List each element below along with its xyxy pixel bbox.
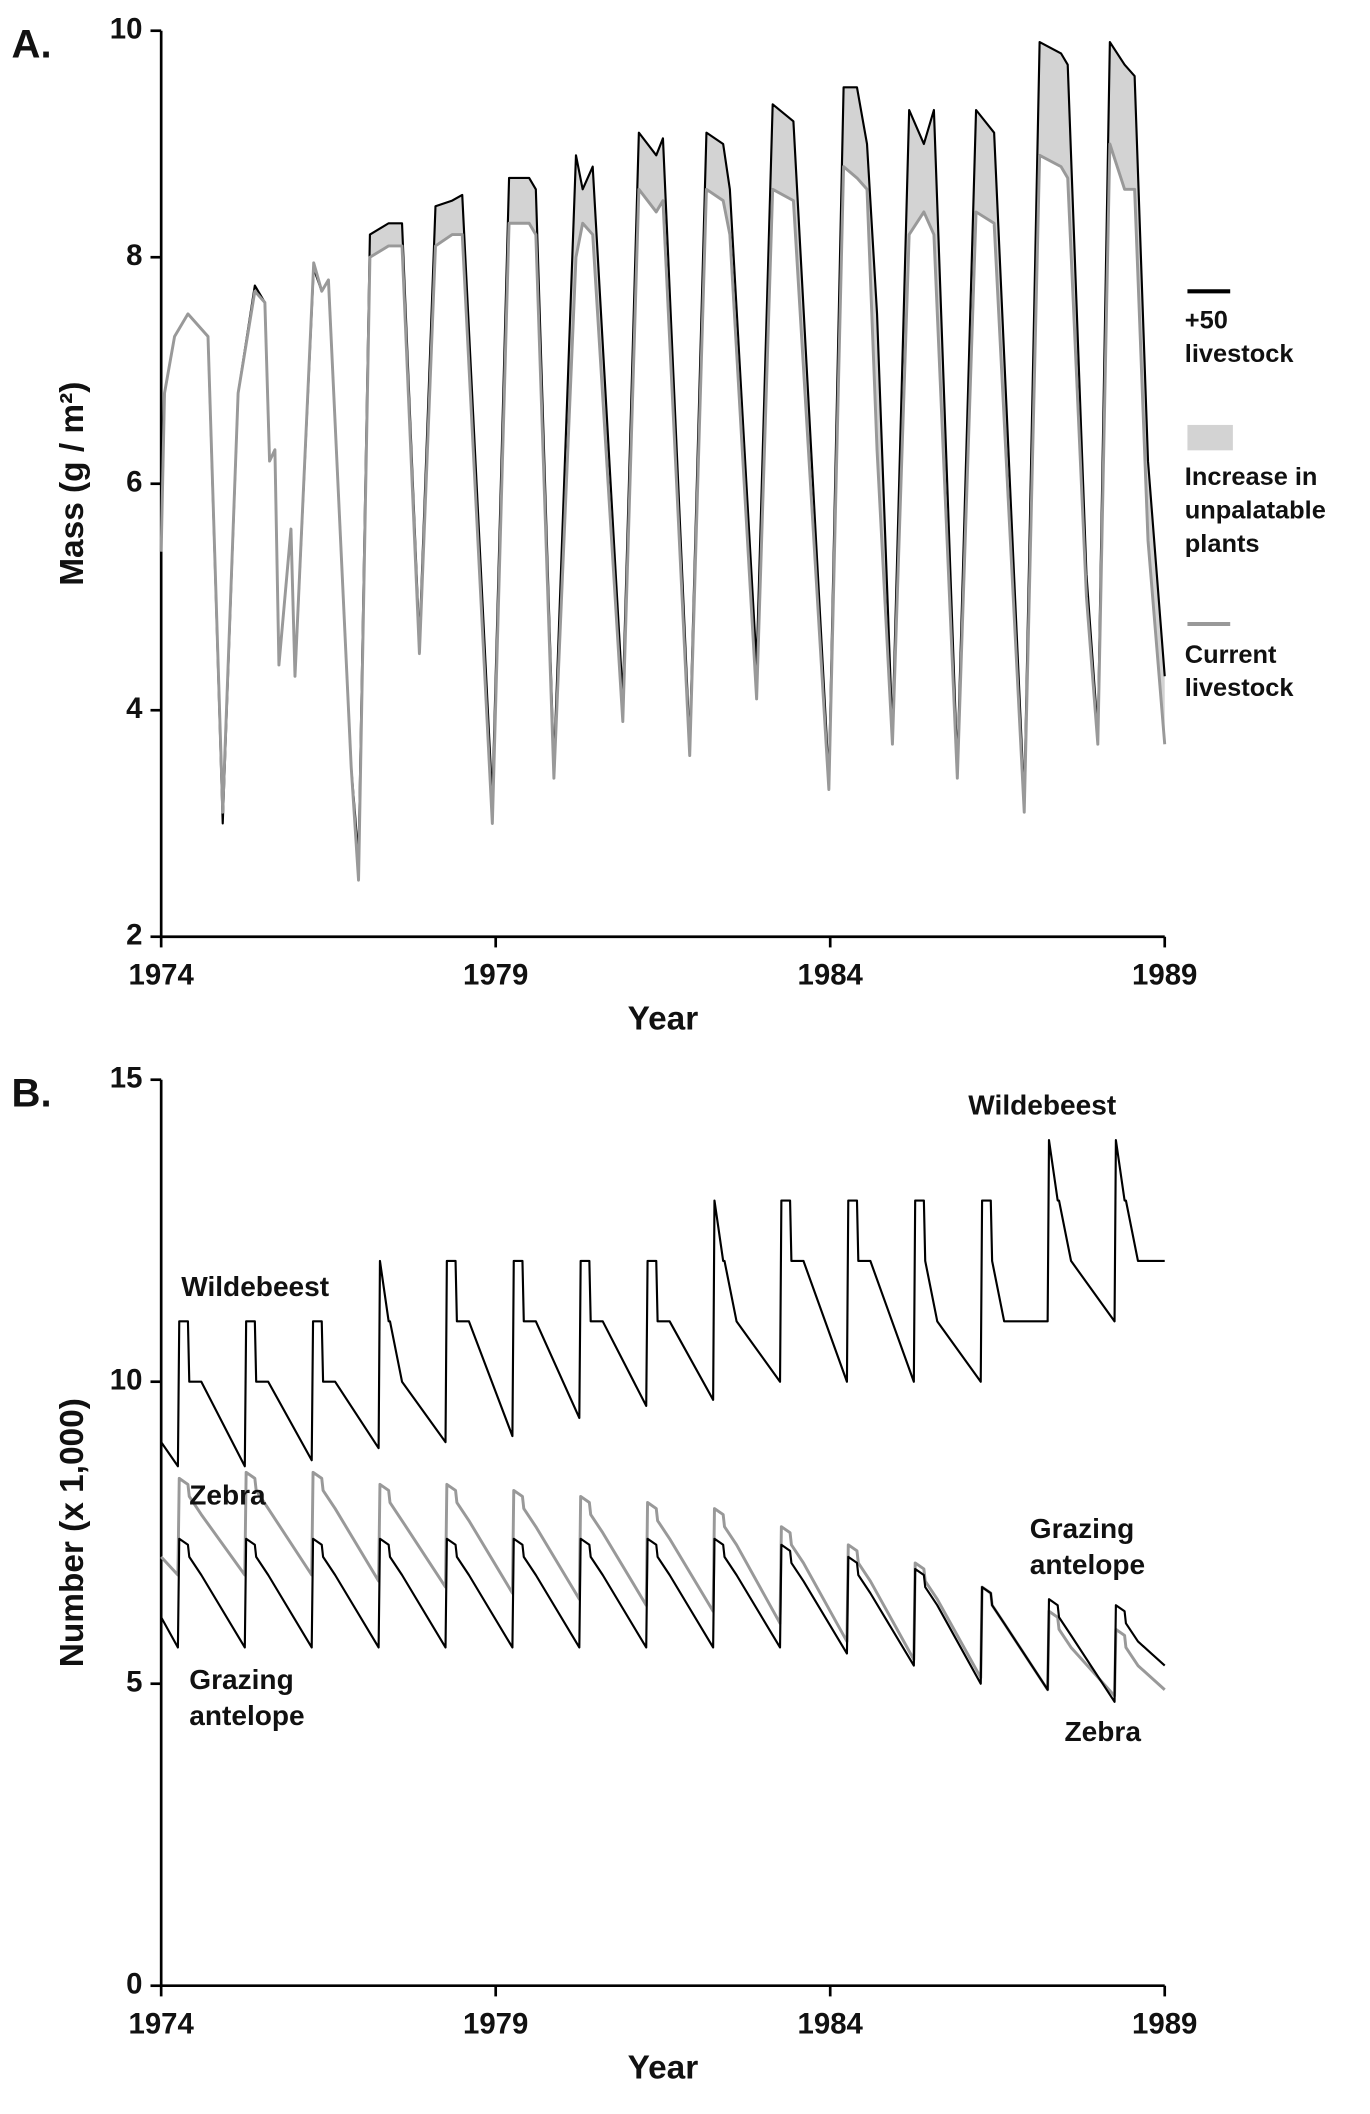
legend-label: Increase in unpalatable plants — [1184, 463, 1326, 559]
annotation-box: Grazing antelope — [189, 1665, 305, 1732]
annotation: Wildebeest — [968, 1090, 1117, 1122]
y-tick-label: 4 — [126, 692, 143, 725]
series-line — [160, 1537, 1166, 1703]
legend-label: +50 livestock — [1184, 307, 1294, 369]
y-tick-label: 5 — [126, 1665, 142, 1698]
y-tick-label: 2 — [126, 919, 142, 952]
x-tick-label: 1979 — [463, 959, 528, 992]
y-tick-label: 15 — [110, 1061, 143, 1094]
annotation-box: Zebra — [1064, 1717, 1141, 1748]
x-tick-label: 1979 — [463, 2008, 528, 2041]
annotation: Zebra — [1064, 1717, 1141, 1748]
annotation: Wildebeest — [181, 1272, 330, 1303]
legend-label-box: +50 livestock — [1184, 307, 1294, 369]
annotation-box: Grazing antelope — [1029, 1514, 1146, 1581]
series-line — [160, 1139, 1165, 1468]
y-tick-label: 8 — [126, 239, 142, 272]
panel-label: A. — [12, 22, 52, 66]
x-tick-label: 1989 — [1132, 2008, 1197, 2041]
legend-swatch — [1187, 424, 1233, 451]
y-tick-label: 10 — [110, 13, 143, 46]
x-tick-label: 1989 — [1132, 959, 1197, 992]
x-tick-label: 1974 — [128, 2008, 194, 2041]
y-axis-title: Number (x 1,000) — [54, 1398, 91, 1667]
x-axis-title: Year — [628, 1001, 699, 1038]
annotation-box: Wildebeest — [968, 1090, 1117, 1122]
x-tick-label: 1984 — [798, 2008, 864, 2041]
legend-label-box: Increase in unpalatable plants — [1184, 463, 1326, 559]
y-axis-title: Mass (g / m²) — [54, 382, 91, 586]
annotation-box: Zebra — [189, 1480, 266, 1512]
y-tick-label: 6 — [126, 466, 142, 499]
annotation: Grazing antelope — [189, 1665, 305, 1732]
annotation: Zebra — [189, 1480, 266, 1512]
annotation-box: Wildebeest — [181, 1272, 330, 1303]
series-line — [159, 142, 1167, 882]
panel-label: B. — [12, 1071, 52, 1115]
legend-label-box: Current livestock — [1184, 641, 1294, 703]
y-tick-label: 10 — [110, 1363, 143, 1396]
annotation: Grazing antelope — [1029, 1514, 1146, 1581]
y-tick-label: 0 — [126, 1967, 142, 2000]
x-tick-label: 1974 — [128, 959, 194, 992]
fill-area — [161, 42, 1165, 881]
legend-label: Current livestock — [1184, 641, 1294, 703]
x-axis-title: Year — [628, 2050, 699, 2087]
x-tick-label: 1984 — [798, 959, 864, 992]
